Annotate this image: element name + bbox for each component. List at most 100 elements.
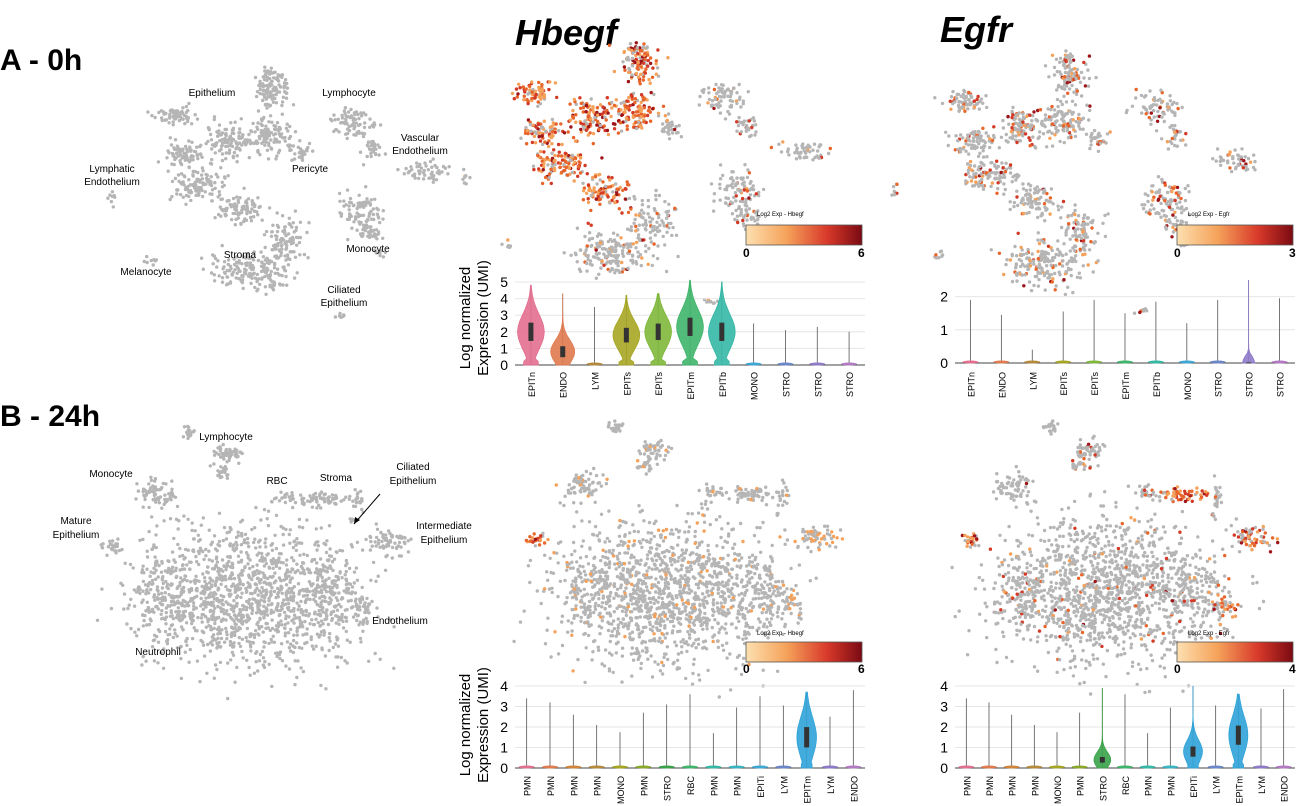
scatter-point	[978, 151, 982, 155]
scatter-point	[275, 128, 280, 132]
scatter-point	[250, 577, 254, 582]
scatter-point	[741, 102, 745, 106]
scatter-point	[990, 181, 995, 185]
scatter-point	[210, 188, 215, 192]
scatter-point	[1050, 104, 1054, 109]
scatter-point	[146, 110, 150, 114]
scatter-point	[718, 186, 722, 190]
scatter-point	[597, 127, 601, 131]
scatter-point	[334, 128, 338, 132]
scatter-point	[658, 223, 662, 227]
scatter-point	[280, 103, 284, 108]
scatter-point	[612, 69, 617, 74]
scatter-point	[967, 152, 971, 156]
scatter-point	[376, 143, 380, 147]
scatter-point	[1001, 126, 1006, 130]
scatter-point	[428, 159, 433, 164]
scatter-point	[250, 276, 254, 280]
scatter-point	[606, 132, 611, 137]
scatter-point	[283, 225, 287, 229]
scatter-point	[358, 222, 362, 226]
scatter-point	[307, 141, 312, 146]
scatter-point	[646, 53, 650, 57]
scatter-point	[995, 159, 999, 163]
scatter-point	[528, 84, 532, 89]
scatter-point	[984, 171, 988, 175]
scatter-point	[1010, 279, 1015, 284]
scatter-point	[224, 537, 229, 541]
scatter-point	[364, 113, 368, 117]
scatter-point	[363, 228, 368, 233]
scatter-point	[278, 238, 283, 242]
scatter-point	[290, 225, 294, 229]
scatter-point	[373, 197, 377, 201]
scatter-point	[229, 141, 233, 146]
scatter-point	[602, 124, 606, 128]
scatter-point	[587, 188, 591, 192]
scatter-point	[652, 92, 656, 97]
scatter-point	[166, 169, 170, 173]
scatter-point	[261, 117, 265, 121]
scatter-point	[196, 192, 200, 196]
scatter-point	[268, 283, 272, 287]
scatter-point	[582, 125, 586, 129]
scatter-point	[733, 191, 738, 195]
scatter-point	[263, 558, 267, 562]
scatter-point	[108, 193, 112, 197]
scatter-point	[1152, 108, 1156, 113]
scatter-point	[207, 558, 211, 562]
scatter-point	[194, 189, 198, 193]
scatter-point	[243, 207, 247, 211]
scatter-point	[966, 136, 970, 140]
scatter-point	[614, 268, 618, 272]
scatter-point	[572, 179, 576, 183]
scatter-point	[168, 112, 172, 117]
scatter-point	[1184, 206, 1189, 211]
scatter-point	[631, 51, 635, 55]
scatter-point	[1054, 284, 1058, 288]
scatter-point	[219, 593, 223, 598]
scatter-point	[282, 238, 286, 242]
scatter-point	[212, 534, 217, 538]
scatter-point	[238, 578, 242, 582]
scatter-point	[352, 121, 356, 125]
scatter-point	[186, 517, 190, 521]
scatter-point	[372, 142, 377, 146]
scatter-point	[240, 591, 244, 595]
scatter-point	[817, 156, 821, 160]
scatter-point	[949, 95, 954, 99]
scatter-point	[589, 194, 593, 198]
scatter-point	[224, 151, 228, 155]
scatter-point	[960, 100, 964, 105]
scatter-point	[219, 609, 223, 614]
scatter-point	[627, 249, 632, 253]
scatter-point	[292, 230, 296, 234]
scatter-point	[1159, 88, 1163, 92]
scatter-point	[266, 509, 271, 513]
scatter-point	[364, 200, 368, 204]
scatter-point	[217, 572, 221, 577]
scatter-point	[263, 131, 267, 135]
scatter-point	[518, 86, 522, 90]
scatter-point	[720, 87, 724, 91]
scatter-point	[1058, 60, 1062, 64]
scatter-point	[283, 602, 288, 606]
scatter-point	[1052, 108, 1057, 112]
scatter-point	[1168, 198, 1173, 203]
scatter-point	[213, 582, 217, 586]
scatter-point	[1037, 262, 1042, 267]
scatter-point	[265, 78, 269, 82]
scatter-point	[188, 158, 192, 162]
scatter-point	[1032, 110, 1036, 114]
scatter-point	[364, 225, 369, 229]
scatter-point	[269, 260, 274, 264]
scatter-point	[213, 663, 218, 667]
scatter-point	[530, 80, 534, 84]
scatter-point	[1028, 188, 1032, 192]
scatter-point	[156, 628, 161, 632]
scatter-point	[1233, 148, 1237, 152]
scatter-point	[275, 267, 280, 271]
scatter-point	[575, 226, 580, 230]
scatter-point	[254, 660, 258, 664]
scatter-point	[200, 194, 205, 199]
